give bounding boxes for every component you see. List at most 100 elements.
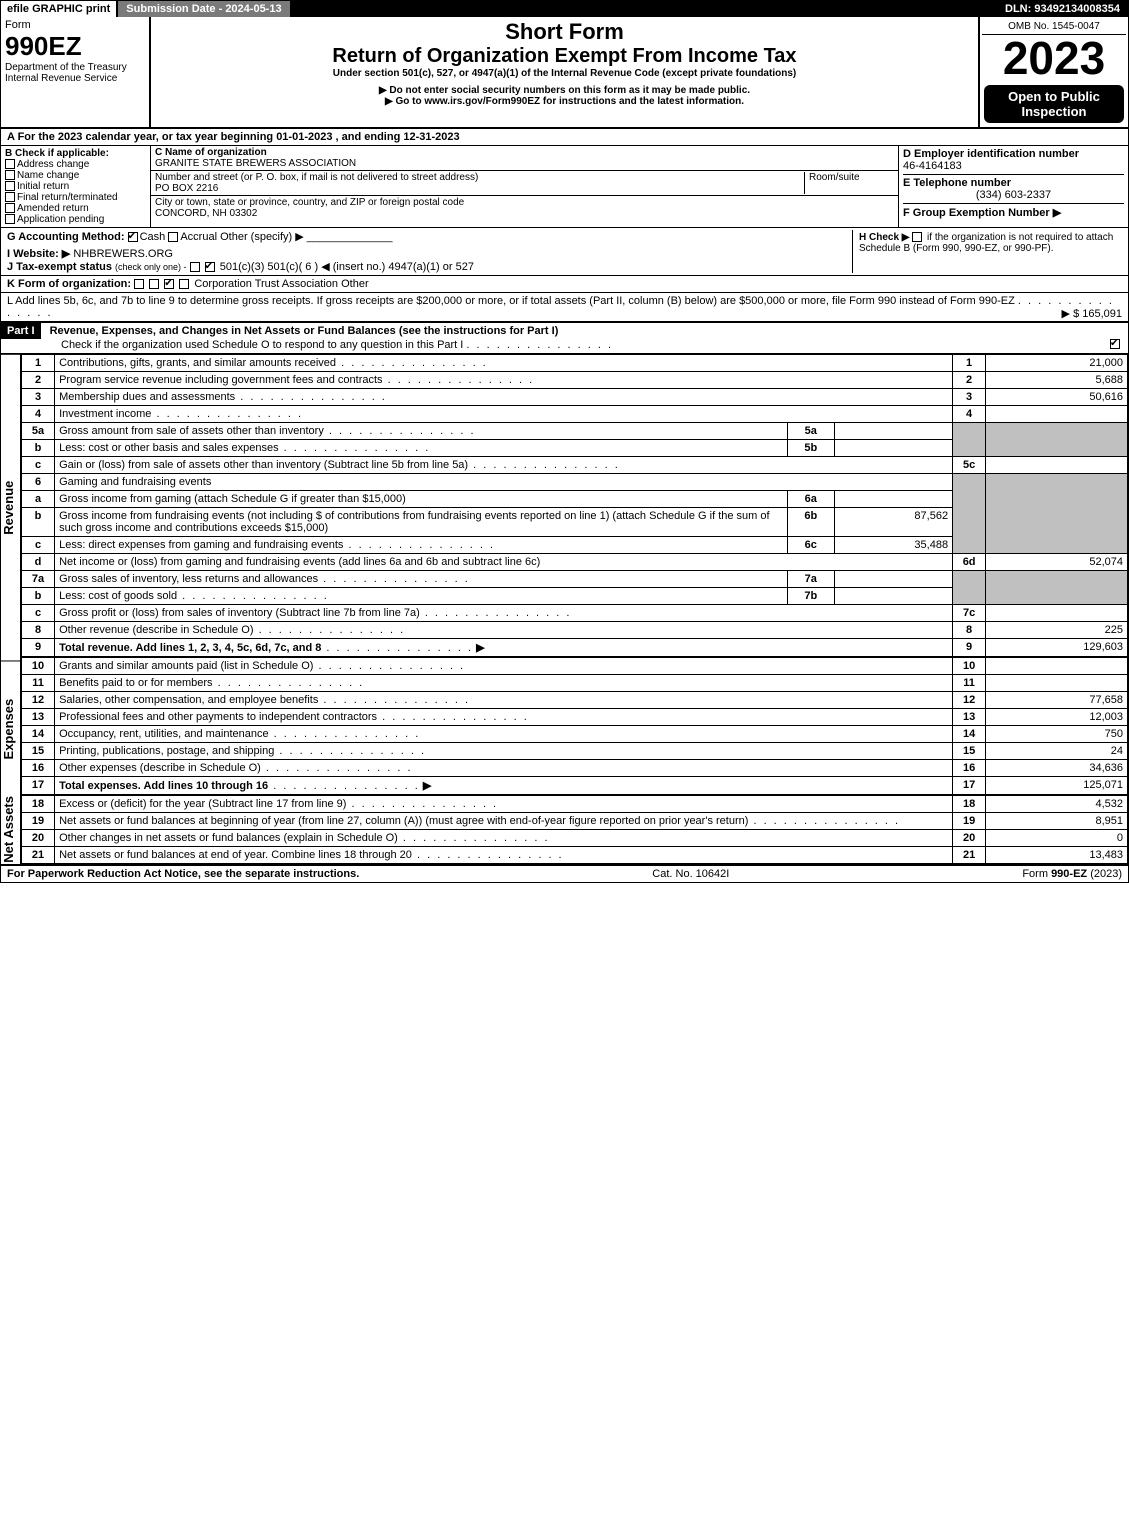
return-title: Return of Organization Exempt From Incom…	[155, 45, 974, 68]
form-header: Form 990EZ Department of the Treasury In…	[1, 17, 1128, 129]
line-5c: cGain or (loss) from sale of assets othe…	[22, 457, 1128, 474]
check-h[interactable]	[912, 232, 922, 242]
check-application-pending[interactable]: Application pending	[5, 214, 146, 225]
line-6b: bGross income from fundraising events (n…	[22, 508, 1128, 537]
check-address-change[interactable]: Address change	[5, 159, 146, 170]
revenue-sidelabel: Revenue	[1, 354, 20, 660]
check-amended-return[interactable]: Amended return	[5, 203, 146, 214]
footer-form: Form 990-EZ (2023)	[1022, 868, 1122, 880]
line-16: 16Other expenses (describe in Schedule O…	[22, 760, 1128, 777]
org-city: CONCORD, NH 03302	[155, 208, 257, 219]
line-1: 1Contributions, gifts, grants, and simil…	[22, 355, 1128, 372]
line-21: 21Net assets or fund balances at end of …	[22, 847, 1128, 864]
l-amount: ▶ $ 165,091	[1062, 307, 1122, 320]
part1-table: 1Contributions, gifts, grants, and simil…	[21, 354, 1128, 864]
check-accrual[interactable]	[168, 232, 178, 242]
warning-ssn: ▶ Do not enter social security numbers o…	[155, 85, 974, 96]
g-other: Other (specify) ▶	[220, 231, 304, 243]
line-6d: dNet income or (loss) from gaming and fu…	[22, 554, 1128, 571]
check-501c3[interactable]	[190, 262, 200, 272]
line-9: 9Total revenue. Add lines 1, 2, 3, 4, 5c…	[22, 639, 1128, 658]
check-assoc[interactable]	[164, 279, 174, 289]
page-footer: For Paperwork Reduction Act Notice, see …	[1, 864, 1128, 882]
i-label: I Website: ▶	[7, 248, 70, 260]
line-7b: bLess: cost of goods sold7b	[22, 588, 1128, 605]
form-990ez-page: efile GRAPHIC print Submission Date - 20…	[0, 0, 1129, 883]
check-final-return[interactable]: Final return/terminated	[5, 192, 146, 203]
under-section: Under section 501(c), 527, or 4947(a)(1)…	[155, 68, 974, 79]
line-18: 18Excess or (deficit) for the year (Subt…	[22, 795, 1128, 813]
line-11: 11Benefits paid to or for members11	[22, 675, 1128, 692]
line-5a: 5aGross amount from sale of assets other…	[22, 423, 1128, 440]
section-c: C Name of organization GRANITE STATE BRE…	[151, 146, 898, 227]
check-corp[interactable]	[134, 279, 144, 289]
line-8: 8Other revenue (describe in Schedule O)8…	[22, 622, 1128, 639]
section-def: D Employer identification number 46-4164…	[898, 146, 1128, 227]
form-word: Form	[5, 19, 145, 31]
j-opts: 501(c)(3) 501(c)( 6 ) ◀ (insert no.) 494…	[220, 261, 474, 273]
line-13: 13Professional fees and other payments t…	[22, 709, 1128, 726]
part1-header: Part I Revenue, Expenses, and Changes in…	[1, 322, 1128, 354]
org-address: PO BOX 2216	[155, 183, 218, 194]
b-title: B Check if applicable:	[5, 148, 146, 159]
submission-date: Submission Date - 2024-05-13	[116, 1, 289, 17]
line-5b: bLess: cost or other basis and sales exp…	[22, 440, 1128, 457]
section-a: A For the 2023 calendar year, or tax yea…	[1, 129, 1128, 146]
expenses-sidelabel: Expenses	[1, 660, 20, 796]
d-label: D Employer identification number	[903, 148, 1124, 160]
efile-print-link[interactable]: efile GRAPHIC print	[1, 1, 116, 17]
section-h: H Check ▶ if the organization is not req…	[852, 230, 1122, 273]
short-form-title: Short Form	[155, 19, 974, 45]
c-name-label: C Name of organization	[155, 147, 267, 158]
top-bar: efile GRAPHIC print Submission Date - 20…	[1, 1, 1128, 17]
line-10: 10Grants and similar amounts paid (list …	[22, 657, 1128, 675]
section-gh: G Accounting Method: Cash Accrual Other …	[1, 228, 1128, 276]
c-city-label: City or town, state or province, country…	[155, 197, 464, 208]
line-4: 4Investment income4	[22, 406, 1128, 423]
footer-left: For Paperwork Reduction Act Notice, see …	[7, 868, 359, 880]
k-opts: Corporation Trust Association Other	[194, 278, 368, 290]
line-6c: cLess: direct expenses from gaming and f…	[22, 537, 1128, 554]
part1-check-text: Check if the organization used Schedule …	[61, 339, 463, 351]
check-other-org[interactable]	[179, 279, 189, 289]
footer-cat: Cat. No. 10642I	[652, 868, 729, 880]
f-label: F Group Exemption Number ▶	[903, 203, 1124, 219]
e-label: E Telephone number	[903, 174, 1124, 189]
check-501c[interactable]	[205, 262, 215, 272]
part1-bar: Part I	[1, 323, 41, 339]
form-number: 990EZ	[5, 31, 145, 62]
tax-year: 2023	[982, 35, 1126, 81]
k-label: K Form of organization:	[7, 278, 131, 290]
line-6a: aGross income from gaming (attach Schedu…	[22, 491, 1128, 508]
h-label: H Check ▶	[859, 232, 909, 243]
c-addr-label: Number and street (or P. O. box, if mail…	[155, 172, 478, 183]
room-suite-label: Room/suite	[804, 172, 894, 194]
line-12: 12Salaries, other compensation, and empl…	[22, 692, 1128, 709]
check-schedule-o[interactable]	[1110, 339, 1120, 349]
part1-title: Revenue, Expenses, and Changes in Net As…	[44, 323, 565, 339]
website[interactable]: NHBREWERS.ORG	[73, 248, 173, 260]
line-7a: 7aGross sales of inventory, less returns…	[22, 571, 1128, 588]
line-15: 15Printing, publications, postage, and s…	[22, 743, 1128, 760]
phone: (334) 603-2337	[903, 189, 1124, 201]
l-text: L Add lines 5b, 6c, and 7b to line 9 to …	[7, 295, 1015, 307]
j-sub: (check only one) -	[115, 262, 187, 272]
check-cash[interactable]	[128, 232, 138, 242]
irs-label: Internal Revenue Service	[5, 73, 145, 84]
check-name-change[interactable]: Name change	[5, 170, 146, 181]
check-initial-return[interactable]: Initial return	[5, 181, 146, 192]
section-k: K Form of organization: Corporation Trus…	[1, 276, 1128, 293]
section-l: L Add lines 5b, 6c, and 7b to line 9 to …	[1, 293, 1128, 322]
line-14: 14Occupancy, rent, utilities, and mainte…	[22, 726, 1128, 743]
line-6: 6Gaming and fundraising events	[22, 474, 1128, 491]
g-label: G Accounting Method:	[7, 231, 125, 243]
section-b: B Check if applicable: Address change Na…	[1, 146, 151, 227]
dept-label: Department of the Treasury	[5, 62, 145, 73]
dln: DLN: 93492134008354	[997, 1, 1128, 17]
check-trust[interactable]	[149, 279, 159, 289]
line-17: 17Total expenses. Add lines 10 through 1…	[22, 777, 1128, 796]
goto-link[interactable]: ▶ Go to www.irs.gov/Form990EZ for instru…	[155, 96, 974, 107]
netassets-sidelabel: Net Assets	[1, 796, 20, 864]
j-label: J Tax-exempt status	[7, 261, 112, 273]
ein: 46-4164183	[903, 160, 1124, 172]
